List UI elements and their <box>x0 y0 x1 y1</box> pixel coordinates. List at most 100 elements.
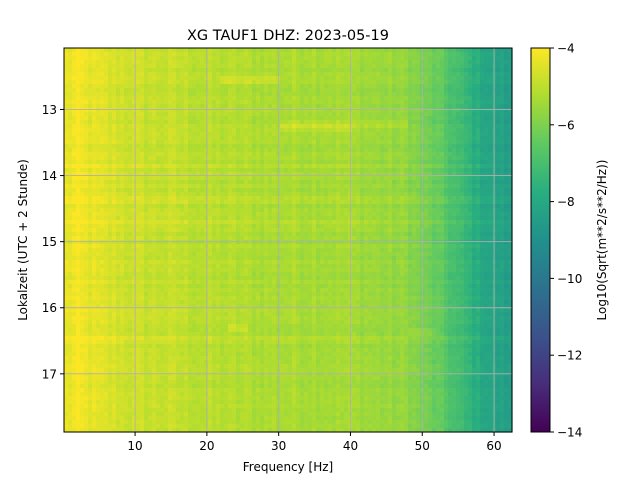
heatmap-cell <box>360 132 365 137</box>
heatmap-cell <box>244 64 249 69</box>
heatmap-cell <box>184 48 189 53</box>
heatmap-cell <box>376 76 381 81</box>
heatmap-cell <box>228 204 233 209</box>
heatmap-cell <box>140 76 145 81</box>
heatmap-cell <box>164 204 169 209</box>
heatmap-cell <box>200 224 205 229</box>
heatmap-cell <box>176 68 181 73</box>
heatmap-cell <box>476 184 481 189</box>
heatmap-cell <box>196 156 201 161</box>
heatmap-cell <box>404 152 409 157</box>
heatmap-cell <box>224 156 229 161</box>
heatmap-cell <box>460 204 465 209</box>
heatmap-cell <box>64 220 69 225</box>
heatmap-cell <box>300 152 305 157</box>
heatmap-cell <box>196 160 201 165</box>
heatmap-cell <box>508 84 513 89</box>
heatmap-cell <box>300 124 305 129</box>
heatmap-cell <box>264 140 269 145</box>
heatmap-cell <box>300 116 305 121</box>
heatmap-cell <box>156 136 161 141</box>
heatmap-cell <box>104 100 109 105</box>
heatmap-cell <box>252 156 257 161</box>
heatmap-cell <box>256 152 261 157</box>
heatmap-cell <box>300 212 305 217</box>
heatmap-cell <box>396 180 401 185</box>
heatmap-cell <box>232 140 237 145</box>
heatmap-cell <box>192 136 197 141</box>
heatmap-cell <box>408 120 413 125</box>
heatmap-cell <box>460 172 465 177</box>
heatmap-cell <box>128 160 133 165</box>
heatmap-cell <box>464 68 469 73</box>
heatmap-cell <box>260 88 265 93</box>
heatmap-cell <box>384 128 389 133</box>
heatmap-cell <box>312 216 317 221</box>
heatmap-cell <box>252 220 257 225</box>
heatmap-cell <box>452 152 457 157</box>
heatmap-cell <box>108 180 113 185</box>
heatmap-cell <box>236 168 241 173</box>
heatmap-cell <box>356 196 361 201</box>
heatmap-cell <box>352 100 357 105</box>
heatmap-cell <box>236 120 241 125</box>
heatmap-cell <box>396 60 401 65</box>
heatmap-cell <box>228 92 233 97</box>
heatmap-cell <box>388 176 393 181</box>
heatmap-cell <box>120 188 125 193</box>
heatmap-cell <box>136 124 141 129</box>
heatmap-cell <box>372 152 377 157</box>
heatmap-cell <box>320 124 325 129</box>
heatmap-cell <box>160 80 165 85</box>
heatmap-cell <box>216 148 221 153</box>
heatmap-cell <box>336 48 341 53</box>
heatmap-cell <box>448 52 453 57</box>
heatmap-cell <box>172 76 177 81</box>
heatmap-cell <box>456 72 461 77</box>
heatmap-cell <box>388 220 393 225</box>
heatmap-cell <box>160 64 165 69</box>
heatmap-cell <box>468 196 473 201</box>
heatmap-cell <box>144 124 149 129</box>
heatmap-cell <box>124 180 129 185</box>
heatmap-cell <box>72 84 77 89</box>
heatmap-cell <box>400 120 405 125</box>
heatmap-cell <box>196 76 201 81</box>
heatmap-cell <box>312 72 317 77</box>
heatmap-cell <box>484 96 489 101</box>
heatmap-cell <box>372 208 377 213</box>
heatmap-cell <box>184 80 189 85</box>
heatmap-cell <box>184 172 189 177</box>
heatmap-cell <box>464 200 469 205</box>
heatmap-cell <box>320 136 325 141</box>
heatmap-cell <box>224 48 229 53</box>
heatmap-cell <box>392 200 397 205</box>
heatmap-cell <box>180 52 185 57</box>
heatmap-cell <box>68 92 73 97</box>
heatmap-cell <box>268 176 273 181</box>
heatmap-cell <box>108 100 113 105</box>
heatmap-cell <box>344 68 349 73</box>
heatmap-cell <box>184 60 189 65</box>
heatmap-cell <box>112 172 117 177</box>
heatmap-cell <box>452 176 457 181</box>
heatmap-cell <box>416 96 421 101</box>
heatmap-cell <box>176 100 181 105</box>
heatmap-cell <box>396 188 401 193</box>
heatmap-cell <box>232 212 237 217</box>
heatmap-cell <box>72 224 77 229</box>
heatmap-cell <box>68 96 73 101</box>
heatmap-cell <box>264 204 269 209</box>
heatmap-cell <box>464 184 469 189</box>
heatmap-cell <box>68 84 73 89</box>
heatmap-cell <box>304 172 309 177</box>
heatmap-cell <box>68 148 73 153</box>
heatmap-cell <box>328 108 333 113</box>
heatmap-cell <box>192 188 197 193</box>
heatmap-cell <box>180 140 185 145</box>
heatmap-cell <box>356 48 361 53</box>
heatmap-cell <box>396 88 401 93</box>
heatmap-cell <box>500 188 505 193</box>
heatmap-cell <box>128 208 133 213</box>
heatmap-cell <box>188 88 193 93</box>
